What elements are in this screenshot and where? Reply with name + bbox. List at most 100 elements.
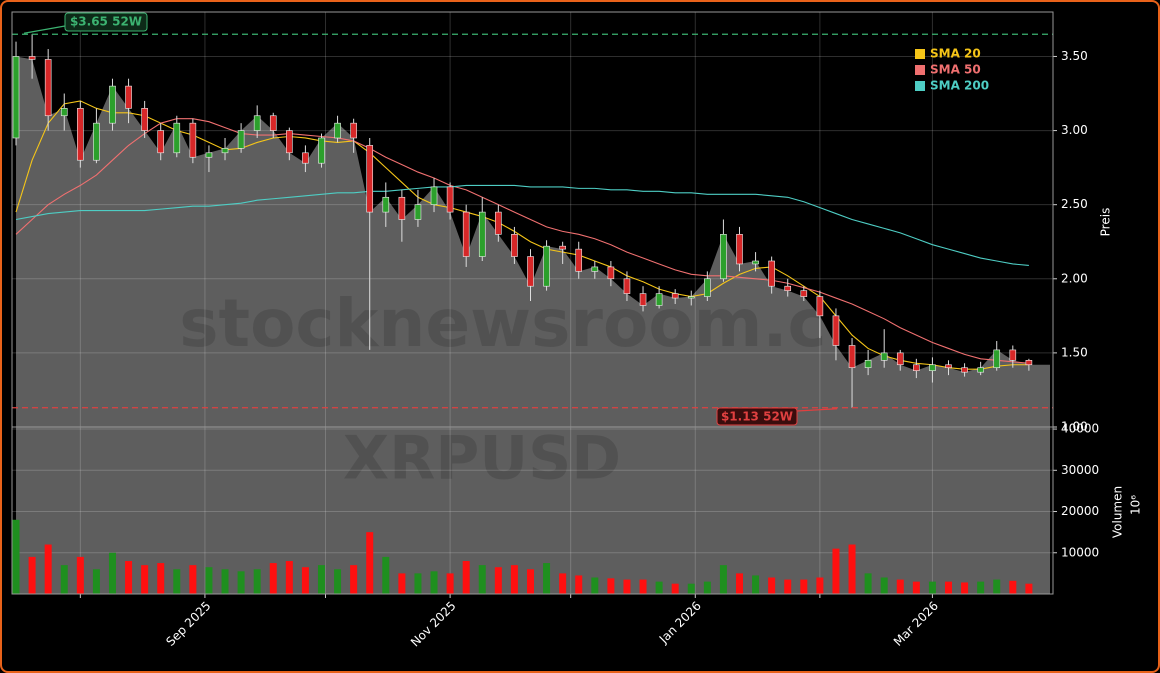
annotation-arrow — [796, 408, 838, 412]
candle-body — [591, 266, 599, 272]
candle-body — [109, 85, 116, 124]
sma-line — [15, 100, 1029, 370]
plot-frame — [11, 426, 1054, 595]
axis-offset: 10⁶ — [1129, 495, 1143, 515]
candle-body — [237, 130, 245, 149]
volume-bar — [768, 577, 776, 594]
candle-body — [205, 152, 213, 158]
candle-body — [704, 278, 711, 297]
volume-bar — [848, 544, 856, 594]
annotation-box — [64, 12, 148, 32]
volume-bar — [639, 579, 647, 594]
candle-body — [687, 296, 695, 299]
volume-bar — [253, 569, 261, 594]
x-tick-label: Nov 2025 — [408, 599, 459, 650]
volume-bar — [60, 565, 68, 594]
y-tick-label: 3.50 — [1061, 49, 1088, 63]
volume-bar — [623, 579, 631, 594]
volume-bar — [205, 567, 213, 594]
volume-bar — [912, 581, 920, 594]
candle-body — [736, 234, 743, 265]
y-tick-label: 3.00 — [1061, 123, 1088, 137]
y-tick-label: 1.50 — [1061, 345, 1088, 359]
y-tick-label: 10000 — [1061, 545, 1099, 559]
candle-body — [28, 56, 36, 60]
volume-bar — [237, 571, 245, 594]
volume-bar — [478, 565, 486, 594]
volume-bar — [800, 579, 808, 594]
volume-bar — [832, 548, 840, 594]
volume-bar — [896, 579, 904, 594]
candle-body — [253, 115, 261, 131]
x-tick-label: Sep 2025 — [163, 599, 213, 649]
candle-body — [446, 186, 454, 213]
candle-body — [961, 367, 968, 373]
volume-bar — [575, 575, 583, 594]
volume-bar — [366, 532, 374, 594]
candle-body — [671, 293, 679, 299]
candle-body — [141, 108, 148, 131]
candle-body — [125, 85, 132, 109]
candle-body — [77, 108, 84, 161]
candle-body — [44, 59, 52, 117]
volume-bar — [543, 563, 551, 594]
x-tick-label: Jan 2026 — [656, 599, 704, 647]
legend-swatch — [915, 65, 925, 75]
volume-bar — [1025, 583, 1033, 594]
candle-body — [1009, 349, 1017, 361]
candle-body — [302, 152, 309, 164]
volume-bar — [703, 581, 711, 594]
candle-body — [848, 345, 856, 369]
volume-bar — [687, 583, 695, 594]
volume-bar — [446, 573, 454, 594]
candle-body — [816, 296, 824, 317]
candle-body — [414, 204, 422, 220]
candle-body — [350, 122, 357, 139]
legend-swatch — [915, 49, 925, 59]
annotation-box — [716, 407, 798, 426]
candle-body — [495, 211, 502, 235]
volume-bar — [317, 565, 325, 594]
candle-body — [977, 367, 984, 373]
candle-body — [559, 245, 566, 250]
candle-body — [1025, 360, 1033, 366]
candle-body — [478, 211, 486, 257]
volume-bar — [510, 565, 518, 594]
volume-bar — [189, 565, 197, 594]
candle-body — [864, 360, 872, 369]
candle-body — [945, 364, 952, 369]
volume-bar — [269, 563, 277, 594]
candle-body — [511, 234, 518, 257]
volume-bar — [735, 573, 743, 594]
volume-bar — [880, 577, 888, 594]
y-tick-label: 30000 — [1061, 463, 1099, 477]
candle-body — [784, 285, 792, 291]
x-tick-label: Mar 2026 — [891, 599, 941, 649]
candle-body — [93, 122, 100, 161]
volume-bar — [1009, 580, 1017, 594]
volume-bar — [125, 561, 133, 594]
candle-body — [993, 349, 1001, 369]
volume-bar — [44, 544, 52, 594]
candle-body — [720, 234, 727, 280]
y-tick-label: 2.50 — [1061, 197, 1088, 211]
volume-bar — [173, 569, 181, 594]
candle-body — [880, 352, 888, 361]
candle-body — [929, 364, 936, 371]
candle-body — [366, 145, 374, 213]
candle-body — [60, 108, 68, 117]
y-axis-label: Preis — [1099, 208, 1113, 237]
legend-label: SMA 200 — [930, 79, 989, 93]
volume-bar — [108, 552, 116, 594]
candle-body — [157, 130, 165, 154]
volume-bar — [12, 519, 20, 594]
y-tick-label: 2.00 — [1061, 271, 1088, 285]
volume-bar — [350, 565, 358, 594]
volume-bar — [526, 569, 534, 594]
candle-body — [398, 196, 406, 220]
candle-body — [913, 364, 920, 371]
legend-label: SMA 20 — [930, 47, 981, 61]
volume-bar — [816, 577, 824, 594]
